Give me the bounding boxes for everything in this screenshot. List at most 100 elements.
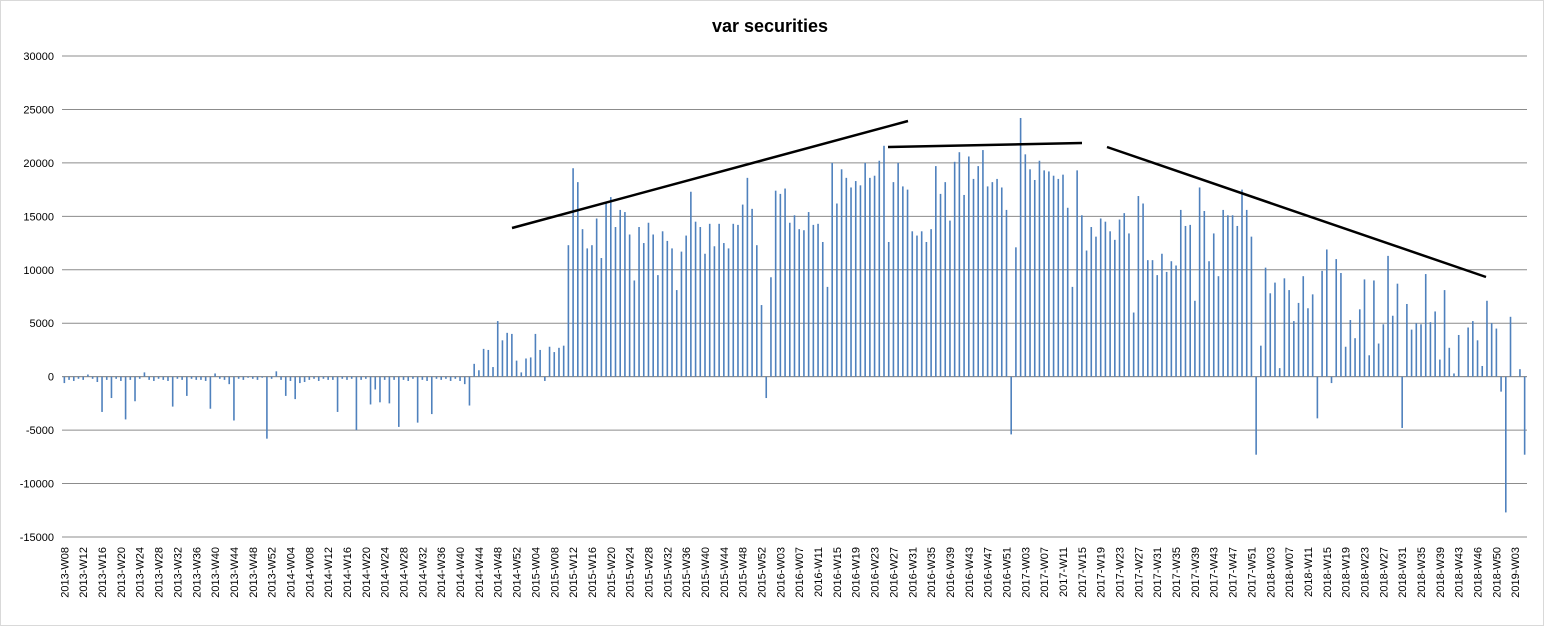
x-tick-label: 2013-W12 [78, 547, 90, 598]
bar [1406, 303, 1408, 377]
bar [1132, 312, 1135, 377]
bar [774, 190, 777, 377]
bar [115, 376, 117, 379]
bar [190, 376, 193, 379]
bar [982, 150, 984, 377]
bar [887, 241, 890, 377]
bar [1099, 218, 1102, 377]
bar [741, 204, 744, 377]
bar [1410, 329, 1413, 377]
x-tick-label: 2016-W07 [794, 547, 806, 598]
bar [398, 376, 400, 427]
bar [727, 248, 730, 377]
x-tick-label: 2017-W23 [1115, 547, 1127, 598]
x-tick-label: 2018-W11 [1303, 547, 1315, 597]
bar [920, 231, 923, 377]
bar [619, 209, 622, 377]
bar [916, 235, 918, 377]
x-tick-label: 2017-W39 [1190, 547, 1202, 598]
bar [1189, 224, 1191, 377]
bar [671, 248, 673, 377]
x-tick-label: 2013-W24 [135, 547, 147, 598]
x-tick-label: 2016-W03 [775, 547, 787, 598]
bar [1434, 311, 1436, 377]
bar [807, 212, 810, 377]
y-tick-label: -15000 [20, 532, 54, 544]
x-tick-label: 2015-W08 [549, 547, 561, 598]
plot-area: -15000 -10000 -5000 0 5000 10000 15000 20000 250… [20, 51, 1527, 598]
bar [148, 376, 150, 380]
bar [652, 234, 654, 377]
x-tick-label: 2014-W52 [512, 547, 524, 598]
x-tick-label: 2016-W19 [851, 547, 863, 598]
x-tick-label: 2018-W19 [1341, 547, 1353, 598]
bar [765, 376, 768, 399]
bar [595, 218, 598, 377]
x-tick-label: 2018-W46 [1473, 547, 1485, 598]
bar [911, 231, 914, 377]
bar [1194, 300, 1196, 377]
bar [1321, 270, 1323, 377]
bar [82, 376, 84, 380]
bar [1057, 178, 1060, 377]
y-tick-label: 30000 [23, 51, 54, 63]
bar [1081, 215, 1083, 377]
bar [1368, 355, 1370, 377]
bar [1354, 338, 1356, 377]
bar [430, 376, 433, 415]
bar [294, 376, 296, 400]
bar [1377, 343, 1380, 377]
bar [845, 177, 848, 377]
x-tick-label: 2014-W12 [323, 547, 335, 598]
bar [906, 189, 909, 377]
bar [1000, 187, 1003, 377]
bar [412, 376, 414, 379]
bar [1142, 203, 1144, 377]
bar [817, 223, 819, 377]
bar [68, 376, 70, 380]
bar [534, 333, 537, 377]
x-tick-label: 2015-W20 [606, 547, 618, 598]
bar [746, 177, 749, 377]
bar [798, 229, 801, 377]
bar [930, 229, 932, 377]
bar [1316, 376, 1319, 419]
bar [63, 376, 66, 384]
bar [1523, 376, 1526, 455]
bar [303, 376, 306, 383]
bar [416, 376, 419, 423]
bar [1283, 278, 1286, 377]
bar [544, 376, 546, 381]
bar [840, 169, 843, 377]
bar [1109, 231, 1111, 377]
y-tick-label: -5000 [26, 425, 54, 437]
bar [501, 340, 504, 377]
bar [209, 376, 212, 409]
bar [1071, 286, 1074, 377]
bar [157, 376, 160, 379]
x-tick-label: 2013-W44 [229, 547, 241, 598]
x-tick-label: 2013-W16 [97, 547, 109, 598]
bar [1241, 189, 1243, 377]
x-tick-label: 2015-W24 [625, 547, 637, 598]
bar [1104, 221, 1107, 377]
x-tick-label: 2013-W32 [172, 547, 184, 598]
x-tick-label: 2014-W44 [474, 547, 486, 598]
bar [1302, 276, 1305, 377]
y-tick-label: 0 [48, 372, 54, 384]
bar [958, 152, 961, 377]
x-tick-label: 2017-W51 [1246, 547, 1258, 598]
bar [299, 376, 301, 384]
bar [1161, 253, 1163, 377]
bar [1095, 236, 1097, 377]
bar [1038, 160, 1041, 377]
bar [317, 376, 320, 381]
bar [186, 376, 188, 396]
bar [675, 290, 678, 377]
x-tick-label: 2014-W16 [342, 547, 354, 598]
bar [642, 243, 645, 377]
x-tick-label: 2017-W47 [1228, 547, 1240, 598]
bar [105, 376, 108, 380]
bar [134, 376, 136, 402]
